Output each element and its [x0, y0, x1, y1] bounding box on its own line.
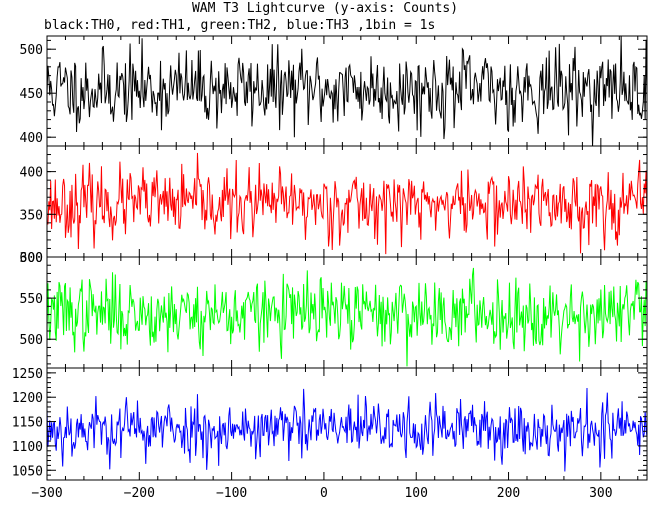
- series-line-TH1: [47, 152, 647, 255]
- y-tick-label: 300: [20, 251, 43, 266]
- x-tick-label: −100: [216, 486, 247, 501]
- x-tick-label: 200: [497, 486, 520, 501]
- x-tick-label: 0: [320, 486, 328, 501]
- y-tick-label: 400: [20, 166, 43, 181]
- chart-title: WAM T3 Lightcurve (y-axis: Counts): [192, 1, 458, 16]
- y-tick-label: 550: [20, 292, 43, 307]
- y-tick-label: 1150: [12, 416, 43, 431]
- y-tick-label: 450: [20, 87, 43, 102]
- x-axis: −300 −200 −100 0 100 200 300: [31, 486, 612, 501]
- y-tick-label: 600: [20, 251, 43, 266]
- x-tick-label: 100: [404, 486, 427, 501]
- x-tick-label: −200: [124, 486, 155, 501]
- y-tick-label: 1250: [12, 367, 43, 382]
- y-tick-label: 1050: [12, 464, 43, 479]
- panel-TH0: 400 450 500: [20, 35, 648, 147]
- y-tick-label: 1200: [12, 391, 43, 406]
- panel-TH1: 300 350 400: [20, 145, 648, 266]
- y-tick-label: 350: [20, 208, 43, 223]
- panel-frame: [46, 367, 648, 481]
- x-tick-label: 300: [589, 486, 612, 501]
- series-line-TH0: [47, 36, 647, 146]
- panel-TH2: 500 550 600: [20, 251, 648, 369]
- chart-subtitle: black:TH0, red:TH1, green:TH2, blue:TH3 …: [44, 18, 435, 33]
- series-line-TH2: [47, 267, 647, 367]
- panels-group: 4004505003003504005005506001050110011501…: [12, 35, 648, 481]
- y-tick-label: 1100: [12, 440, 43, 455]
- panel-TH3: 1050 1100 1150 1200 1250: [12, 367, 648, 481]
- y-tick-label: 400: [20, 131, 43, 146]
- series-line-TH3: [47, 387, 647, 472]
- y-tick-label: 500: [20, 333, 43, 348]
- y-tick-label: 500: [20, 43, 43, 58]
- x-tick-label: −300: [31, 486, 62, 501]
